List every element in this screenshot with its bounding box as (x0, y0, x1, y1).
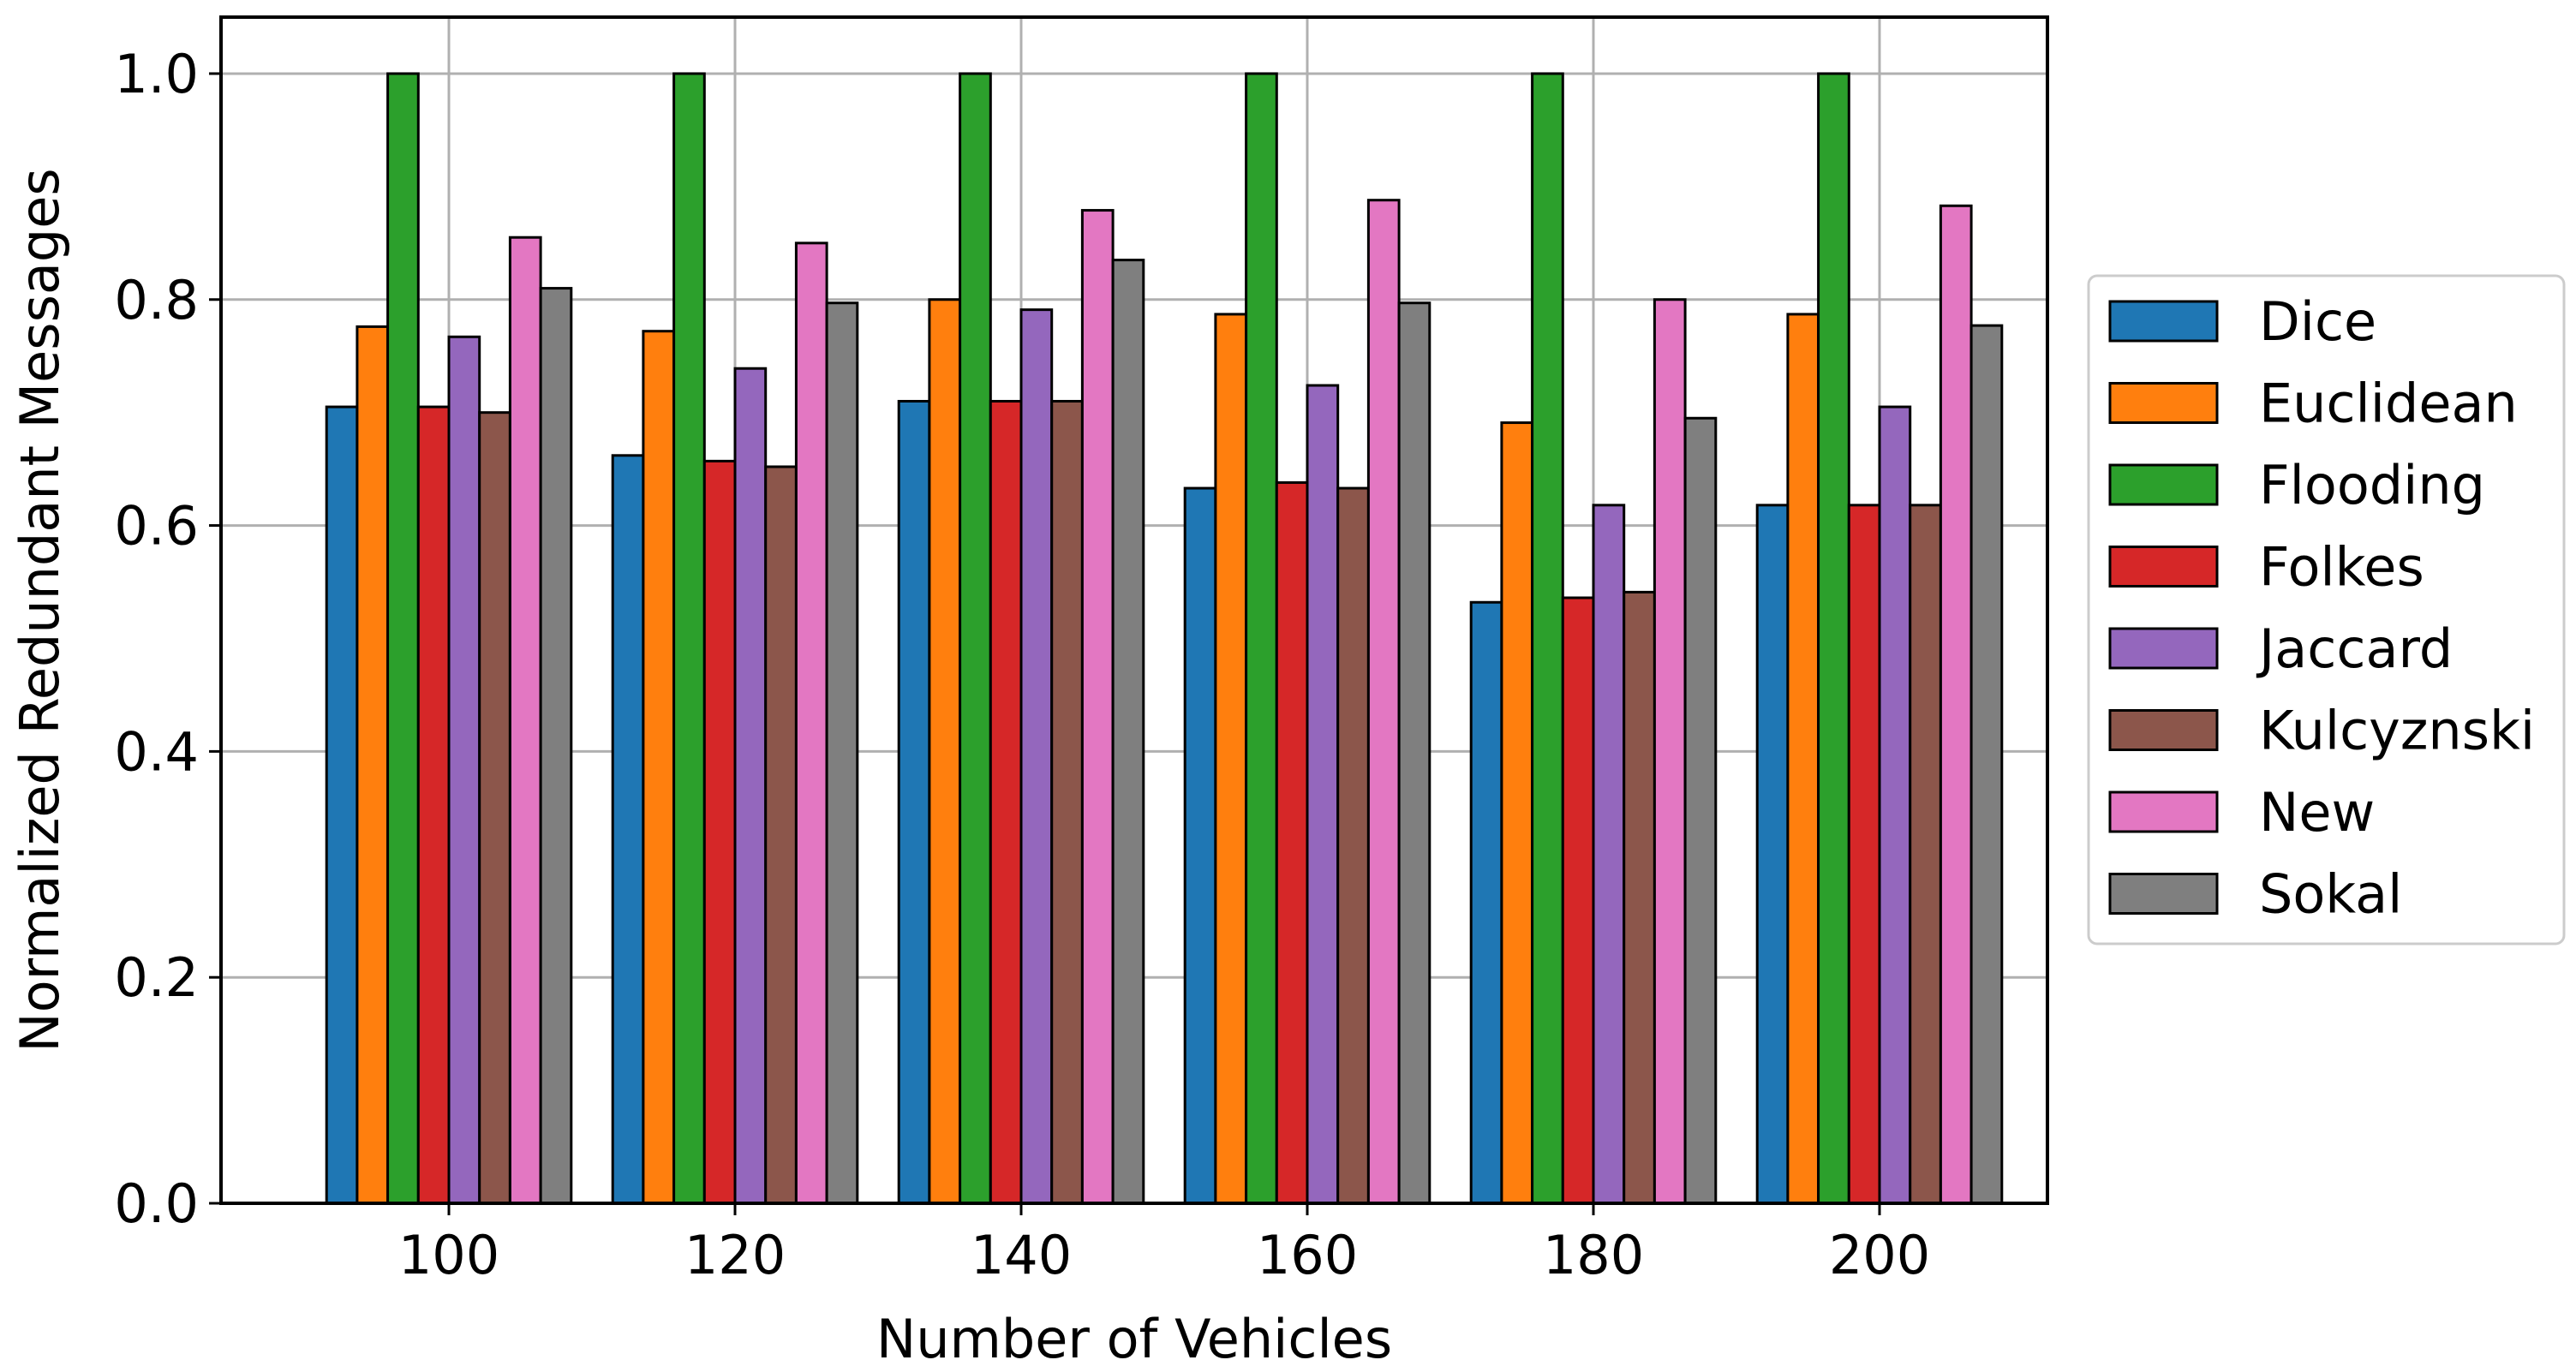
bar-sokal-180 (1683, 416, 1718, 1205)
bar-folkes-160 (1275, 480, 1309, 1205)
x-tick-label: 160 (1257, 1224, 1358, 1286)
legend-box (2087, 274, 2566, 945)
bar-new-160 (1366, 199, 1401, 1205)
y-tick-label: 1.0 (114, 43, 199, 105)
legend-label-jaccard: Jaccard (2256, 617, 2453, 680)
legend: Dice Euclidean Flooding Folkes Jaccard Kulcyz… (2087, 274, 2566, 945)
legend-swatch-kulcyznski (2108, 709, 2219, 751)
x-axis-title: Number of Vehicles (876, 1308, 1392, 1370)
bar-sokal-120 (825, 301, 859, 1205)
bar-dice-200 (1755, 504, 1790, 1205)
legend-label-dice: Dice (2259, 290, 2376, 353)
legend-swatch-euclidean (2108, 382, 2219, 424)
bar-new-100 (508, 236, 542, 1205)
legend-label-new: New (2259, 781, 2375, 844)
y-tick-label: 0.8 (114, 269, 199, 331)
bar-flooding-140 (959, 72, 992, 1205)
x-tick-label: 100 (398, 1224, 499, 1286)
ticks: 0.0 0.2 0.4 0.6 0.8 1.0 100 120 140 160 180 200 (114, 43, 1930, 1286)
x-tick-label: 180 (1543, 1224, 1644, 1286)
bar-folkes-120 (702, 459, 737, 1205)
bar-flooding-120 (672, 72, 706, 1205)
bar-flooding-160 (1245, 72, 1278, 1205)
bar-sokal-100 (539, 287, 573, 1205)
legend-swatch-folkes (2108, 546, 2219, 588)
bar-dice-100 (325, 405, 359, 1205)
legend-label-kulcyznski: Kulcyznski (2259, 700, 2535, 762)
bar-kulcyznski-140 (1050, 399, 1084, 1205)
y-axis-title: Normalized Redundant Messages (9, 168, 71, 1052)
plot-frame (219, 15, 2049, 1205)
bar-new-200 (1939, 204, 1973, 1205)
bar-folkes-180 (1561, 596, 1595, 1205)
bar-kulcyznski-160 (1336, 486, 1370, 1205)
bar-euclidean-160 (1214, 313, 1248, 1205)
y-tick-label: 0.2 (114, 946, 199, 1009)
bar-dice-180 (1469, 600, 1503, 1205)
y-tick-label: 0.0 (114, 1172, 199, 1235)
bar-jaccard-160 (1306, 384, 1340, 1205)
bar-jaccard-140 (1019, 308, 1054, 1205)
bar-new-120 (794, 242, 828, 1205)
legend-label-flooding: Flooding (2259, 454, 2485, 516)
bar-euclidean-200 (1786, 313, 1820, 1205)
bar-folkes-140 (989, 399, 1023, 1205)
bar-flooding-100 (386, 72, 420, 1205)
bar-euclidean-140 (928, 298, 962, 1205)
legend-swatch-jaccard (2108, 627, 2219, 670)
legend-swatch-new (2108, 790, 2219, 833)
legend-label-sokal: Sokal (2259, 863, 2402, 926)
legend-swatch-flooding (2108, 463, 2219, 506)
legend-label-folkes: Folkes (2259, 536, 2424, 599)
legend-swatch-dice (2108, 300, 2219, 343)
bar-euclidean-120 (642, 330, 676, 1205)
legend-label-euclidean: Euclidean (2259, 373, 2518, 435)
bar-jaccard-200 (1878, 405, 1912, 1205)
bar-sokal-160 (1397, 301, 1431, 1205)
y-tick-label: 0.6 (114, 495, 199, 558)
bar-dice-140 (897, 399, 931, 1205)
bar-jaccard-100 (447, 335, 481, 1205)
bar-dice-160 (1183, 486, 1217, 1205)
bar-new-140 (1080, 209, 1115, 1205)
bar-sokal-200 (1969, 324, 2004, 1205)
bar-dice-120 (611, 454, 645, 1205)
bar-euclidean-180 (1500, 421, 1534, 1205)
bar-kulcyznski-180 (1623, 590, 1656, 1205)
bar-flooding-200 (1817, 72, 1850, 1205)
bar-jaccard-120 (733, 367, 768, 1205)
x-tick-label: 120 (684, 1224, 786, 1286)
bar-kulcyznski-100 (478, 411, 511, 1205)
bar-flooding-180 (1531, 72, 1564, 1205)
bar-jaccard-180 (1592, 504, 1626, 1205)
bars (325, 72, 2004, 1205)
bar-euclidean-100 (356, 325, 390, 1205)
bar-kulcyznski-200 (1909, 504, 1942, 1205)
bar-kulcyznski-120 (764, 465, 798, 1205)
y-tick-label: 0.4 (114, 720, 199, 783)
bar-new-180 (1653, 298, 1687, 1205)
x-tick-label: 200 (1829, 1224, 1930, 1286)
x-tick-label: 140 (971, 1224, 1072, 1286)
bar-folkes-100 (416, 405, 451, 1205)
legend-swatch-sokal (2108, 873, 2219, 915)
bar-sokal-140 (1111, 259, 1145, 1205)
bar-folkes-200 (1847, 504, 1881, 1205)
